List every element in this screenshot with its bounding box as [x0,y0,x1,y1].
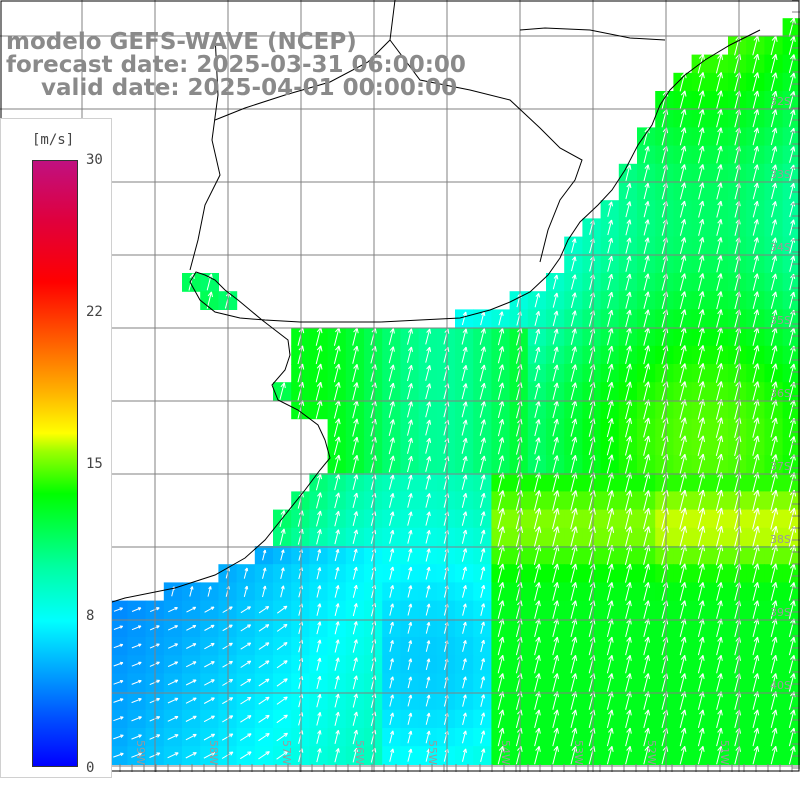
lat-label-34S: 34S [770,241,791,254]
lon-label-59W: 59W [134,740,147,765]
lon-label-54W: 54W [499,740,512,765]
colorbar-tick-8: 8 [86,608,95,624]
lat-label-33S: 33S [770,168,791,181]
model-title: modelo GEFS-WAVE (NCEP) [6,29,357,55]
lon-label-58W: 58W [207,740,220,765]
lat-label-36S: 36S [770,387,791,400]
lon-label-53W: 53W [572,740,585,765]
wind-speed-field [0,18,800,765]
latitude-labels: 32S 33S 34S 35S 36S 37S 38S 39S 40S [770,95,791,692]
valid-date: valid date: 2025-04-01 00:00:00 [41,75,458,101]
lon-label-52W: 52W [645,740,658,765]
forecast-date: forecast date: 2025-03-31 06:00:00 [6,52,466,78]
colorbar-tick-15: 15 [86,456,103,472]
lat-label-40S: 40S [770,679,791,692]
wind-vector-arrows [4,17,797,765]
lon-label-55W: 55W [426,740,439,765]
lat-lon-grid [0,0,800,772]
lon-label-56W: 56W [353,740,366,765]
coastline [0,0,761,626]
colorbar [32,160,78,767]
lon-label-57W: 57W [280,740,293,765]
lat-label-35S: 35S [770,314,791,327]
lon-label-51W: 51W [718,740,731,765]
colorbar-tick-30: 30 [86,152,103,168]
lat-label-38S: 38S [770,533,791,546]
lat-label-37S: 37S [770,460,791,473]
lat-label-32S: 32S [770,95,791,108]
colorbar-tick-0: 0 [86,760,95,776]
colorbar-unit: [m/s] [32,132,75,148]
colorbar-tick-22: 22 [86,304,103,320]
lat-label-39S: 39S [770,606,791,619]
